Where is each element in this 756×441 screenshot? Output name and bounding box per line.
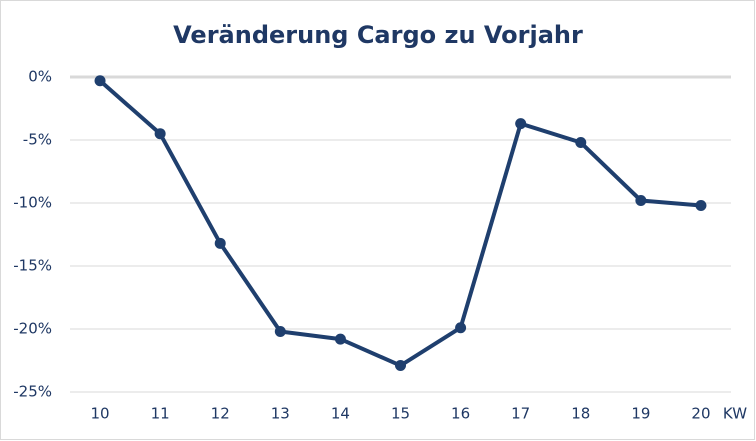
y-tick-label: -20%	[13, 320, 52, 338]
data-point	[154, 128, 166, 140]
data-point	[515, 118, 527, 130]
x-tick-label: 20	[691, 405, 710, 423]
chart-title: Veränderung Cargo zu Vorjahr	[173, 21, 583, 49]
data-point	[334, 333, 346, 345]
data-point	[395, 360, 406, 372]
y-tick-label: -5%	[23, 131, 52, 149]
y-tick-label: 0%	[28, 68, 52, 86]
x-tick-label: 17	[511, 405, 530, 423]
x-tick-label: 16	[451, 405, 470, 423]
y-tick-label: -15%	[13, 257, 52, 275]
data-point	[94, 75, 106, 87]
x-tick-label: 10	[90, 405, 109, 423]
y-tick-label: -25%	[13, 383, 52, 401]
data-point	[455, 322, 467, 334]
y-tick-label: -10%	[13, 194, 52, 212]
x-tick-label: 11	[151, 405, 170, 423]
x-tick-label: 13	[271, 405, 290, 423]
x-tick-label: 14	[331, 405, 350, 423]
x-tick-label: 15	[391, 405, 410, 423]
data-point	[635, 194, 647, 206]
data-point	[695, 200, 707, 212]
data-point	[274, 326, 286, 338]
x-axis-label: KW	[723, 405, 747, 423]
x-tick-label: 12	[211, 405, 230, 423]
x-tick-label: 19	[631, 405, 650, 423]
data-point	[575, 137, 587, 149]
data-point	[214, 237, 226, 249]
x-tick-label: 18	[571, 405, 590, 423]
